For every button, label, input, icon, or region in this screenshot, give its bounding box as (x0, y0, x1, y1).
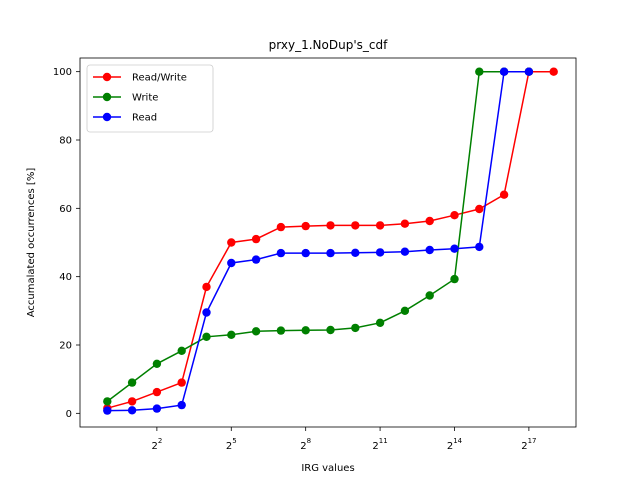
x-axis: 22 25 28 211 214 217 (151, 427, 537, 452)
data-point (251, 234, 261, 244)
data-point (251, 255, 261, 264)
data-point (301, 221, 310, 231)
data-point (375, 248, 385, 257)
data-point (177, 378, 186, 387)
data-point (326, 248, 335, 258)
data-point (326, 221, 335, 230)
data-point (227, 258, 236, 268)
plot-area (103, 67, 558, 415)
legend-label: Read (132, 113, 157, 124)
data-point (301, 248, 310, 258)
legend: Read/Write Write Read (86, 64, 214, 133)
data-point (499, 67, 509, 76)
data-point (475, 204, 484, 214)
data-point (425, 291, 434, 300)
data-point (127, 397, 137, 406)
data-point (351, 248, 360, 257)
legend-label: Write (132, 93, 158, 104)
x-tick-label: 214 (447, 437, 463, 452)
y-axis-label: Accumalated occurrences [%] (26, 168, 37, 318)
data-point (276, 326, 286, 335)
data-point (524, 67, 534, 76)
data-point (375, 318, 385, 327)
data-point (351, 221, 360, 230)
data-point (152, 359, 162, 368)
data-point (177, 400, 186, 410)
legend-marker (102, 112, 112, 122)
data-point (103, 397, 112, 406)
y-tick-label: 20 (59, 341, 72, 352)
x-tick-label: 28 (300, 437, 311, 452)
data-point (152, 404, 162, 413)
data-point (202, 282, 211, 292)
x-axis-label: IRG values (301, 463, 354, 474)
y-tick-label: 60 (59, 204, 72, 215)
series-1 (103, 67, 534, 406)
y-tick-label: 80 (59, 136, 72, 147)
legend-entry: Write (93, 93, 158, 104)
data-point (375, 221, 385, 230)
x-tick-label: 25 (226, 437, 237, 452)
legend-entry: Read (93, 113, 157, 124)
data-point (326, 325, 335, 335)
data-point (103, 406, 112, 415)
legend-box (86, 64, 214, 133)
data-point (127, 406, 137, 415)
legend-entry: Read/Write (93, 73, 187, 84)
data-point (227, 330, 236, 339)
data-point (276, 222, 286, 232)
y-tick-label: 100 (53, 67, 72, 78)
data-point (400, 219, 410, 228)
data-point (475, 242, 484, 252)
data-point (499, 190, 509, 199)
legend-marker (102, 72, 112, 82)
data-point (450, 211, 459, 220)
data-point (400, 306, 410, 315)
data-point (301, 326, 310, 335)
x-tick-label: 217 (521, 437, 536, 452)
legend-label: Read/Write (132, 73, 187, 84)
data-point (450, 274, 459, 284)
x-tick-label: 22 (151, 437, 162, 452)
axes-frame (79, 57, 577, 428)
x-tick-label: 211 (372, 437, 387, 452)
y-tick-label: 40 (59, 272, 72, 283)
data-point (351, 323, 360, 333)
data-point (475, 67, 484, 76)
data-point (400, 247, 410, 256)
data-point (425, 245, 434, 255)
data-point (177, 346, 186, 355)
y-tick-label: 0 (66, 409, 72, 420)
series-2 (103, 67, 534, 415)
data-point (276, 248, 286, 258)
data-point (227, 238, 236, 247)
data-point (251, 327, 261, 336)
data-point (152, 387, 162, 397)
legend-marker (102, 92, 112, 102)
data-point (425, 216, 434, 226)
data-point (202, 308, 211, 317)
series-line (106, 70, 529, 402)
data-point (450, 244, 459, 253)
data-point (202, 332, 211, 341)
chart-title: prxy_1.NoDup's_cdf (269, 38, 388, 52)
y-axis: 0 20 40 60 80 100 (53, 67, 80, 420)
data-point (549, 67, 558, 76)
data-point (127, 378, 137, 387)
